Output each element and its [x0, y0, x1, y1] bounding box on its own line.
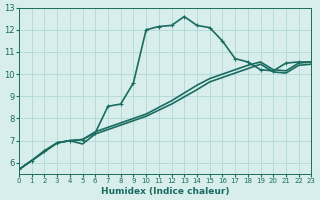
X-axis label: Humidex (Indice chaleur): Humidex (Indice chaleur) — [101, 187, 229, 196]
